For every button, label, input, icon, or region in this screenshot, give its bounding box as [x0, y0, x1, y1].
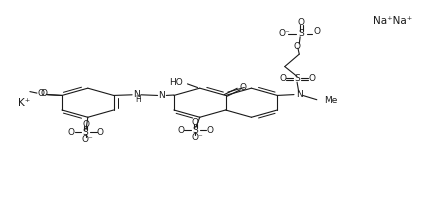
Text: HO: HO	[169, 78, 183, 87]
Text: O: O	[239, 83, 246, 92]
Text: O: O	[41, 89, 48, 98]
Text: O: O	[313, 27, 320, 36]
Text: H: H	[134, 95, 140, 104]
Text: O: O	[37, 89, 44, 98]
Text: O: O	[307, 74, 314, 83]
Text: O⁻: O⁻	[277, 29, 289, 38]
Text: N: N	[133, 90, 140, 99]
Text: O: O	[206, 126, 213, 135]
Text: N: N	[158, 91, 165, 100]
Text: Me: Me	[323, 96, 336, 105]
Text: S: S	[293, 74, 299, 83]
Text: O: O	[177, 126, 184, 135]
Text: N: N	[295, 90, 302, 99]
Text: O: O	[279, 74, 286, 83]
Text: O: O	[67, 128, 74, 137]
Text: O: O	[82, 120, 89, 129]
Text: O: O	[293, 42, 300, 51]
Text: O⁻: O⁻	[191, 133, 203, 142]
Text: K⁺: K⁺	[18, 98, 30, 108]
Text: S: S	[298, 29, 304, 38]
Text: Na⁺Na⁺: Na⁺Na⁺	[372, 16, 412, 26]
Text: S: S	[82, 128, 88, 137]
Text: O⁻: O⁻	[82, 135, 93, 144]
Text: O: O	[297, 18, 304, 27]
Text: S: S	[192, 126, 198, 135]
Text: O: O	[96, 128, 103, 137]
Text: O: O	[191, 118, 198, 127]
